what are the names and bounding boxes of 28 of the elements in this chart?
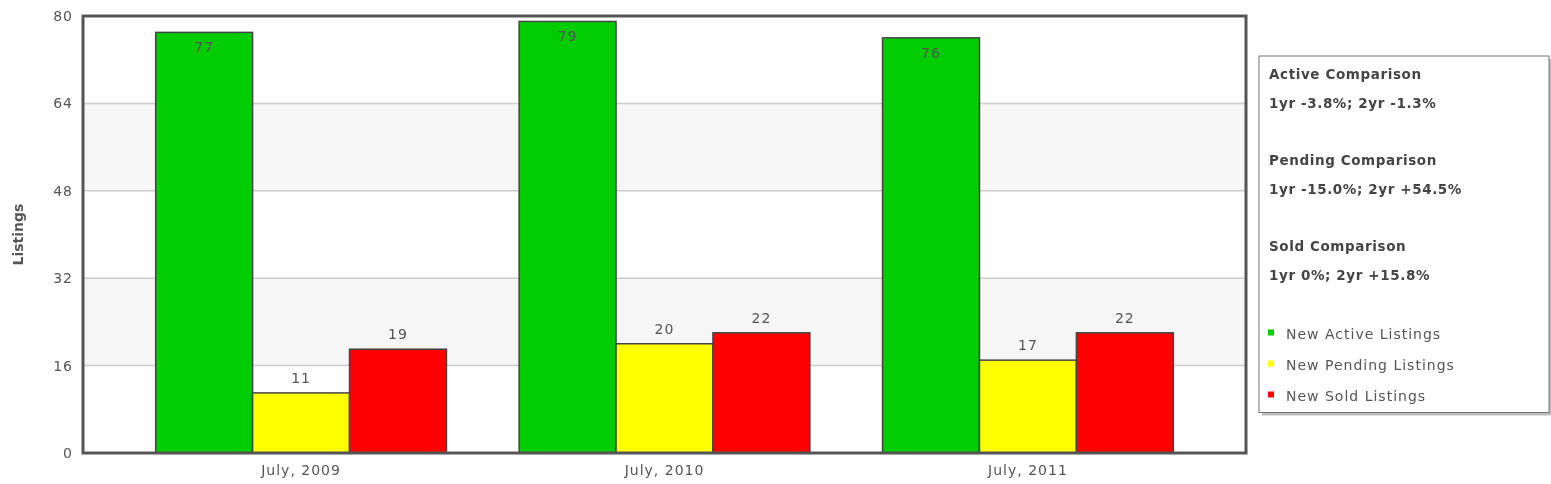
- y-axis-title: Listings: [10, 203, 26, 266]
- y-tick-label: 16: [53, 357, 73, 374]
- text: Pending Comparison: [1269, 152, 1437, 168]
- data-label: 22: [751, 309, 772, 326]
- data-label: 11: [291, 369, 311, 386]
- x-tick-label: July, 2010: [623, 462, 705, 478]
- y-tick-label: 64: [53, 95, 73, 112]
- y-tick-label: 0: [63, 444, 73, 461]
- text: 1yr -3.8%; 2yr -1.3%: [1269, 94, 1437, 111]
- y-tick-label: 80: [53, 7, 73, 24]
- data-label: 79: [557, 28, 578, 45]
- legend-label: New Pending Listings: [1286, 356, 1455, 373]
- data-label: 20: [654, 320, 675, 337]
- data-label: 19: [388, 326, 408, 343]
- text: 1yr 0%; 2yr +15.8%: [1269, 266, 1431, 283]
- data-label: 17: [1018, 337, 1038, 354]
- y-tick-label: 48: [53, 182, 73, 199]
- text: Sold Comparison: [1269, 238, 1407, 254]
- data-label: 76: [921, 44, 941, 61]
- text: 1yr -15.0%; 2yr +54.5%: [1269, 180, 1462, 197]
- data-label: 22: [1114, 309, 1135, 326]
- data-label: 77: [194, 39, 215, 56]
- legend-label: New Sold Listings: [1286, 387, 1427, 404]
- x-tick-label: July, 2009: [260, 462, 341, 478]
- text: Active Comparison: [1269, 66, 1422, 82]
- legend-label: New Active Listings: [1286, 325, 1442, 342]
- y-tick-label: 32: [53, 270, 73, 287]
- x-tick-label: July, 2011: [987, 462, 1068, 478]
